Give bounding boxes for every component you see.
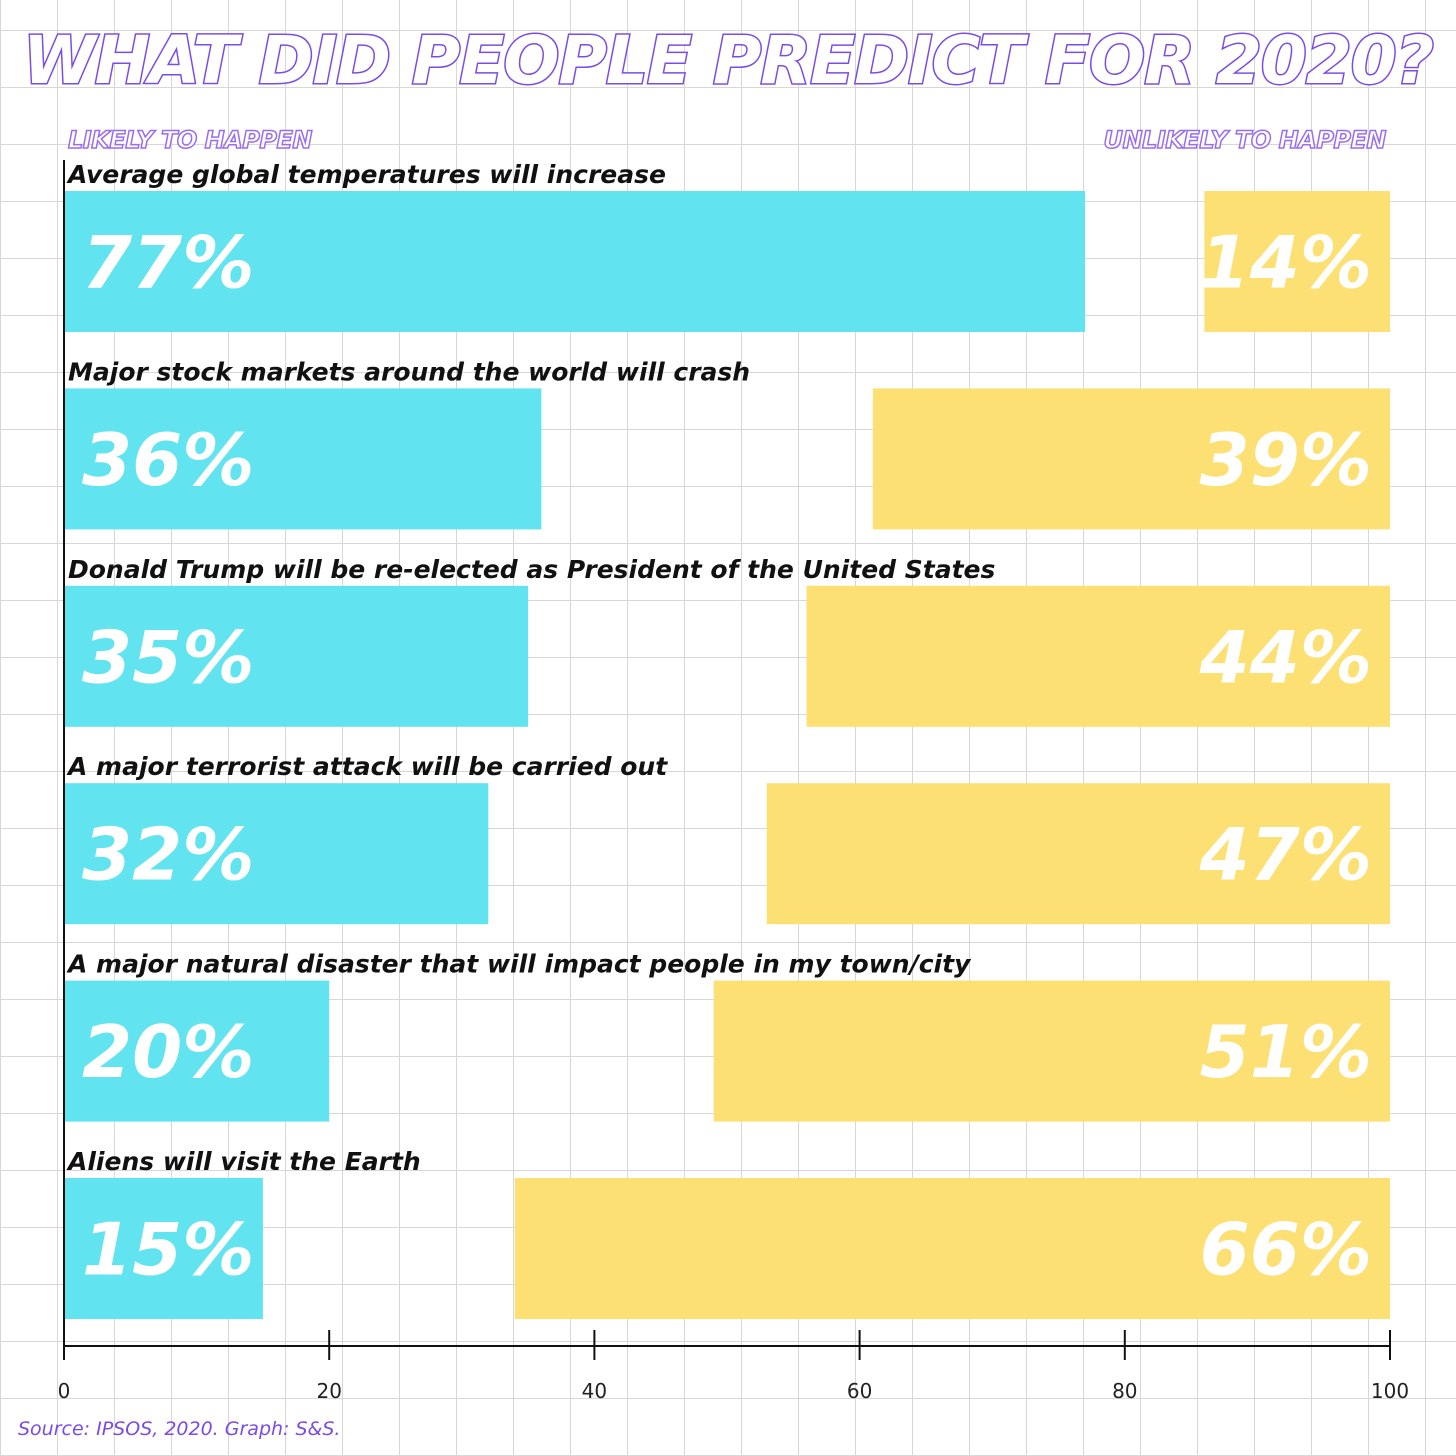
chart-title: WHAT DID PEOPLE PREDICT FOR 2020? xyxy=(22,21,1436,101)
unlikely-to-happen-label: UNLIKELY TO HAPPEN xyxy=(1103,125,1388,155)
likely-bar xyxy=(64,783,489,925)
unlikely-value-label: 14% xyxy=(1200,221,1372,305)
unlikely-value-label: 66% xyxy=(1200,1208,1372,1292)
unlikely-value-label: 51% xyxy=(1200,1010,1372,1094)
unlikely-bar xyxy=(766,783,1390,925)
unlikely-bar xyxy=(713,980,1390,1122)
row-label: Major stock markets around the world wil… xyxy=(68,357,750,386)
likely-value-label: 35% xyxy=(82,615,254,699)
x-tick-label: 0 xyxy=(58,1379,71,1403)
likely-value-label: 32% xyxy=(82,813,254,897)
unlikely-bar xyxy=(872,388,1390,530)
row-label: Donald Trump will be re-elected as Presi… xyxy=(68,555,995,584)
unlikely-bar xyxy=(514,1178,1390,1319)
unlikely-value-label: 39% xyxy=(1200,418,1372,502)
x-tick-label: 40 xyxy=(582,1379,607,1403)
source-note: Source: IPSOS, 2020. Graph: S&S. xyxy=(18,1418,341,1440)
likely-bar xyxy=(64,388,542,530)
unlikely-bar xyxy=(1204,191,1390,332)
likely-value-label: 20% xyxy=(82,1010,254,1094)
likely-bar xyxy=(64,585,529,727)
unlikely-bar xyxy=(806,585,1390,727)
likely-value-label: 15% xyxy=(82,1208,254,1292)
unlikely-value-label: 44% xyxy=(1199,615,1372,699)
unlikely-value-label: 47% xyxy=(1199,813,1372,897)
row-label: Aliens will visit the Earth xyxy=(66,1147,421,1176)
likely-bar xyxy=(64,980,330,1122)
row-label: A major natural disaster that will impac… xyxy=(66,950,972,979)
row-label: Average global temperatures will increas… xyxy=(66,160,666,189)
x-tick-label: 100 xyxy=(1371,1379,1409,1403)
x-tick-label: 60 xyxy=(847,1379,872,1403)
likely-value-label: 36% xyxy=(82,418,254,502)
likely-bar xyxy=(64,1178,263,1319)
x-tick-label: 20 xyxy=(316,1379,341,1403)
likely-bar xyxy=(64,191,1086,332)
likely-value-label: 77% xyxy=(82,221,254,305)
x-tick-label: 80 xyxy=(1112,1379,1137,1403)
likely-to-happen-label: LIKELY TO HAPPEN xyxy=(67,125,313,155)
row-label: A major terrorist attack will be carried… xyxy=(66,752,668,781)
